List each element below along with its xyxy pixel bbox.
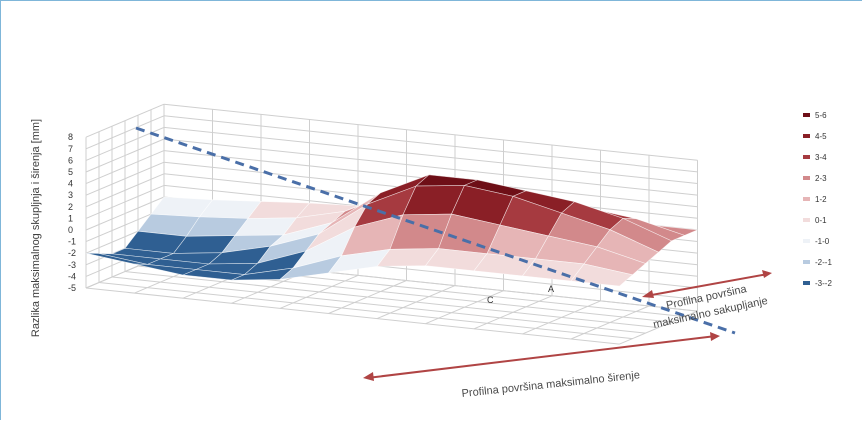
z-tick-label: 3	[68, 190, 73, 200]
grid-line	[163, 126, 698, 184]
expand-arrow-label: Profilna površina maksimalno širenje	[461, 369, 640, 400]
z-tick-label: 0	[68, 225, 73, 235]
surface-patch	[570, 263, 634, 287]
legend-label: -3--2	[815, 279, 832, 288]
legend-swatch	[803, 155, 810, 159]
legend-swatch	[803, 281, 810, 285]
grid-line	[328, 280, 407, 314]
axis-category-a: A	[548, 284, 554, 294]
legend-label: 1-2	[815, 195, 827, 204]
z-tick-label: 4	[68, 179, 73, 189]
legend-swatch	[803, 260, 810, 264]
legend-label: -2--1	[815, 258, 832, 267]
legend-swatch	[803, 218, 810, 222]
axis-category-c: C	[487, 295, 494, 305]
legend-label: 2-3	[815, 174, 827, 183]
grid-line	[98, 282, 633, 340]
legend-swatch	[803, 176, 810, 180]
legend-swatch	[803, 134, 810, 138]
grid-line	[619, 310, 698, 345]
z-tick-label: -3	[68, 260, 76, 270]
legend-swatch	[803, 113, 810, 117]
legend-label: -1-0	[815, 237, 830, 246]
grid-line	[279, 274, 359, 309]
grid-line	[163, 138, 698, 196]
max-shrink-dashed-line	[135, 126, 736, 335]
z-tick-label: -2	[68, 248, 76, 258]
z-tick-label: -1	[68, 237, 76, 247]
legend-label: 0-1	[815, 216, 827, 225]
grid-line	[111, 276, 646, 334]
legend-label: 3-4	[815, 153, 827, 162]
z-tick-label: 5	[68, 167, 73, 177]
z-tick-label: 2	[68, 202, 73, 212]
expand-arrow	[363, 332, 720, 381]
legend-swatch	[803, 239, 810, 243]
grid-line	[85, 287, 620, 345]
grid-line	[473, 295, 553, 330]
legend-label: 5-6	[815, 111, 827, 120]
grid-line	[570, 305, 650, 340]
legend: 5-6 4-5 3-4 2-3 1-2 0-1 -1-0 -2--1 -3--2	[803, 111, 832, 288]
grid-line	[124, 271, 659, 329]
legend-label: 4-5	[815, 132, 827, 141]
z-tick-label: -5	[68, 283, 76, 293]
y-axis-title: Razlika maksimalnog skupljnja i širenja …	[30, 119, 42, 337]
z-axis-ticks: -5 -4-3 -2-1 0 12 34 5 67 8	[68, 132, 76, 293]
grid-line	[163, 103, 698, 161]
grid-line	[163, 115, 698, 173]
grid-line	[425, 290, 504, 325]
z-tick-label: -4	[68, 271, 76, 281]
surface-mesh	[85, 174, 698, 287]
grid-line	[522, 300, 601, 335]
legend-swatch	[803, 197, 810, 201]
z-tick-label: 6	[68, 155, 73, 165]
z-tick-label: 1	[68, 213, 73, 223]
grid-line	[376, 285, 456, 320]
z-tick-label: 7	[68, 144, 73, 154]
z-tick-label: 8	[68, 132, 73, 142]
shrink-arrow	[642, 270, 772, 298]
